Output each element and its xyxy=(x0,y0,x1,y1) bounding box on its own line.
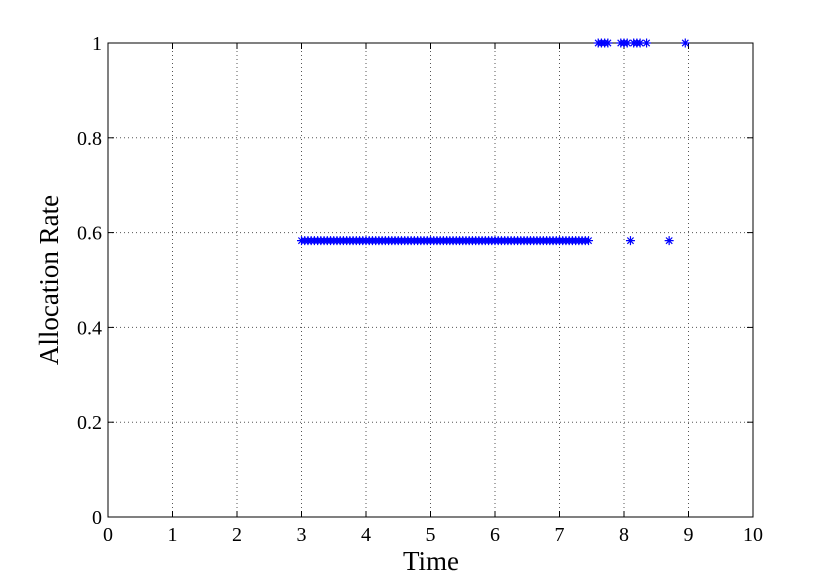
marker xyxy=(622,38,632,48)
marker xyxy=(642,38,652,48)
x-tick-label: 8 xyxy=(619,524,629,546)
marker xyxy=(680,38,690,48)
y-tick-label: 0 xyxy=(92,507,102,529)
x-tick-label: 5 xyxy=(426,524,436,546)
x-tick-label: 3 xyxy=(297,524,307,546)
y-tick-label: 0.8 xyxy=(77,128,102,150)
x-tick-label: 4 xyxy=(361,524,371,546)
y-tick-label: 0.2 xyxy=(77,412,102,434)
marker xyxy=(635,38,645,48)
x-tick-label: 7 xyxy=(555,524,565,546)
y-tick-label: 0.4 xyxy=(77,317,102,339)
y-tick-label: 1 xyxy=(92,33,102,55)
marker xyxy=(603,38,613,48)
y-tick-label: 0.6 xyxy=(77,223,102,245)
plot-frame xyxy=(107,42,754,518)
x-tick-label: 9 xyxy=(684,524,694,546)
x-tick-label: 2 xyxy=(232,524,242,546)
x-tick-label: 10 xyxy=(743,524,763,546)
x-axis-label: Time xyxy=(403,546,459,576)
marker xyxy=(584,236,594,246)
marker xyxy=(664,236,674,246)
y-axis-label: Allocation Rate xyxy=(34,195,64,365)
marker xyxy=(625,236,635,246)
x-tick-label: 1 xyxy=(168,524,178,546)
x-tick-label: 0 xyxy=(103,524,113,546)
x-tick-label: 6 xyxy=(490,524,500,546)
